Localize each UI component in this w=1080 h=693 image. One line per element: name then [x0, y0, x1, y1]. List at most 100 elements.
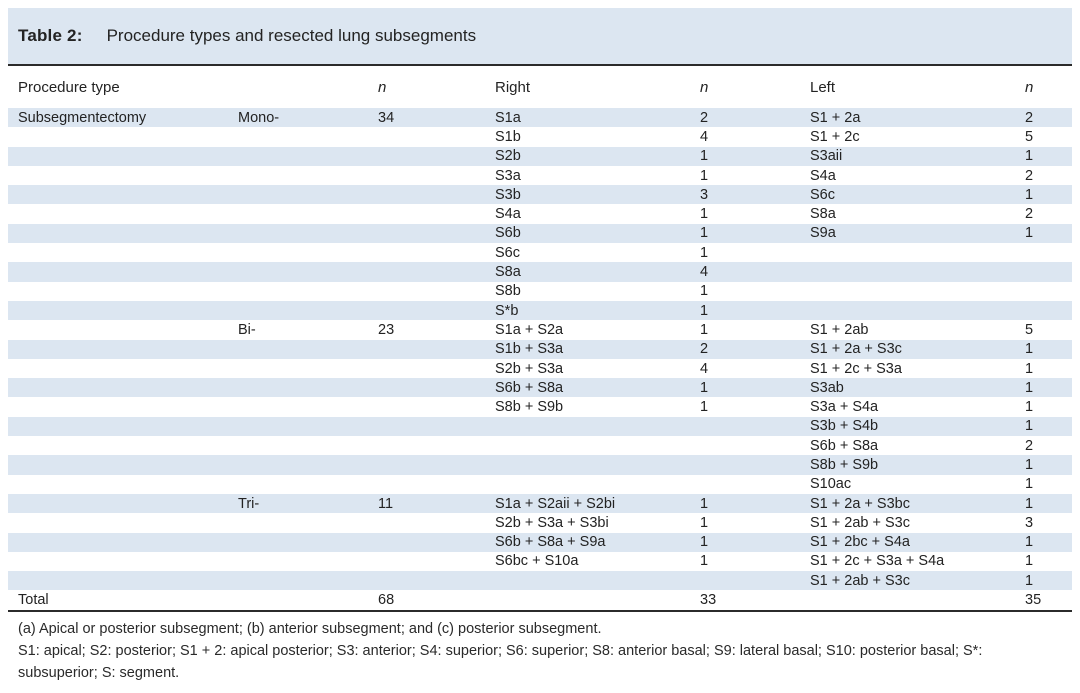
header-row: Procedure type n Right n Left n — [8, 66, 1072, 108]
table-row: S6bc + S10a 1 S1 + 2c + S3a + S4a 1 — [8, 552, 1072, 571]
cell-n-right: 1 — [700, 321, 709, 338]
cell-n-procedure — [378, 340, 495, 359]
footnote-subsegment-letters: (a) Apical or posterior subsegment; (b) … — [18, 620, 602, 637]
cell-n-left: 5 — [1025, 128, 1034, 145]
cell-subtype — [238, 417, 378, 436]
cell-subtype — [238, 552, 378, 571]
table-row: S2b 1 S3aii 1 — [8, 146, 1072, 166]
cell-n-right: 1 — [700, 148, 709, 165]
footnote-segment-abbreviations: S1: apical; S2: posterior; S1 + 2: apica… — [18, 643, 983, 681]
cell-n-left: 3 — [1025, 514, 1034, 531]
cell-left-segments: S1 + 2a — [810, 109, 861, 126]
table-row: Bi- 23 S1a + S2a 1 S1 + 2ab 5 — [8, 320, 1072, 339]
cell-procedure-type — [8, 378, 238, 397]
table-row: S8a 4 — [8, 262, 1072, 282]
cell-subtype — [238, 340, 378, 359]
cell-right-segments: S6c — [495, 244, 520, 261]
cell-n-left: 1 — [1025, 495, 1034, 512]
cell-subtype — [238, 513, 378, 532]
bottom-rule — [8, 609, 1072, 612]
cell-n-procedure — [378, 571, 495, 590]
cell-left-segments: S1 + 2ab — [810, 321, 869, 338]
cell-procedure-type — [8, 533, 238, 552]
cell-n-right: 1 — [700, 399, 709, 416]
cell-n-right: 33 — [700, 592, 717, 609]
cell-right-segments: S1a — [495, 109, 521, 126]
cell-subtype — [238, 166, 378, 185]
cell-n-procedure — [378, 166, 495, 185]
cell-right-segments: S2b — [495, 148, 521, 165]
cell-right-segments: S6bc + S10a — [495, 553, 579, 570]
cell-left-segments: S8b + S9b — [810, 456, 879, 473]
cell-n-procedure — [378, 147, 495, 166]
cell-procedure-type — [8, 359, 238, 378]
table-row: Tri- 11 S1a + S2aii + S2bi 1 S1 + 2a + S3bc 1 — [8, 493, 1072, 514]
cell-left-segments: S1 + 2c — [810, 128, 860, 145]
cell-n-left: 1 — [1025, 399, 1034, 416]
table-row: S6b + S8a 2 — [8, 436, 1072, 455]
column-header-n-3: n — [1025, 78, 1034, 96]
cell-left-segments: S1 + 2c + S3a + S4a — [810, 553, 945, 570]
cell-procedure-type — [8, 243, 238, 262]
table-row: S4a 1 S8a 2 — [8, 204, 1072, 223]
table-row: S1 + 2ab + S3c 1 — [8, 571, 1072, 591]
table-row: S6b 1 S9a 1 — [8, 223, 1072, 244]
cell-n-right: 1 — [700, 167, 709, 184]
column-header-right: Right — [495, 78, 531, 96]
cell-n-procedure — [378, 533, 495, 552]
cell-n-procedure — [378, 185, 495, 204]
cell-n-right: 2 — [700, 109, 709, 126]
cell-subtype — [238, 127, 378, 146]
cell-n-right: 1 — [700, 495, 709, 512]
cell-left-segments: S1 + 2ab + S3c — [810, 572, 910, 589]
column-header-n-1: n — [378, 78, 387, 96]
cell-n-procedure — [378, 262, 495, 281]
cell-n-procedure — [378, 552, 495, 571]
cell-left-segments: S3aii — [810, 148, 843, 165]
cell-n-left — [1025, 243, 1072, 262]
cell-left-segments: S6b + S8a — [810, 437, 879, 454]
table-header: Procedure type n Right n Left n — [8, 66, 1072, 108]
cell-right-segments: S6b + S8a — [495, 379, 564, 396]
table-row: S*b 1 — [8, 300, 1072, 321]
column-header-subtype — [238, 66, 378, 108]
cell-n-right: 1 — [700, 283, 709, 300]
cell-right-segments: S3a — [495, 167, 521, 184]
cell-left-segments — [810, 282, 1025, 301]
cell-procedure-type — [8, 185, 238, 204]
table-row: S3a 1 S4a 2 — [8, 166, 1072, 185]
cell-n-left: 35 — [1025, 592, 1042, 609]
cell-subtype: Mono- — [238, 109, 280, 126]
cell-left-segments: S3ab — [810, 379, 844, 396]
cell-procedure-type — [8, 436, 238, 455]
table-row: S10ac 1 — [8, 475, 1072, 494]
cell-n-left: 1 — [1025, 553, 1034, 570]
cell-n-right: 4 — [700, 360, 709, 377]
cell-n-procedure — [378, 397, 495, 416]
cell-n-left: 1 — [1025, 476, 1034, 493]
table-footnotes: (a) Apical or posterior subsegment; (b) … — [8, 619, 1072, 685]
cell-left-segments: S1 + 2bc + S4a — [810, 534, 910, 551]
cell-left-segments — [810, 243, 1025, 262]
cell-subtype — [238, 397, 378, 416]
cell-procedure-type — [8, 301, 238, 320]
cell-right-segments — [495, 436, 700, 455]
cell-n-left: 1 — [1025, 225, 1034, 242]
cell-n-left — [1025, 301, 1072, 320]
cell-n-right: 1 — [700, 514, 709, 531]
cell-left-segments: S1 + 2c + S3a — [810, 360, 902, 377]
cell-right-segments: S3b — [495, 186, 521, 203]
cell-procedure-type — [8, 571, 238, 590]
table-row: S8b 1 — [8, 282, 1072, 301]
cell-n-left: 2 — [1025, 109, 1034, 126]
table-row: S2b + S3a 4 S1 + 2c + S3a 1 — [8, 359, 1072, 378]
cell-left-segments: S8a — [810, 206, 836, 223]
cell-right-segments: S1b — [495, 128, 521, 145]
cell-n-right: 1 — [700, 553, 709, 570]
cell-right-segments: S8a — [495, 264, 521, 281]
cell-subtype: Tri- — [238, 495, 260, 512]
cell-n-right: 4 — [700, 264, 709, 281]
cell-n-left — [1025, 282, 1072, 301]
cell-n-right — [700, 436, 810, 455]
cell-left-segments — [810, 301, 1025, 320]
